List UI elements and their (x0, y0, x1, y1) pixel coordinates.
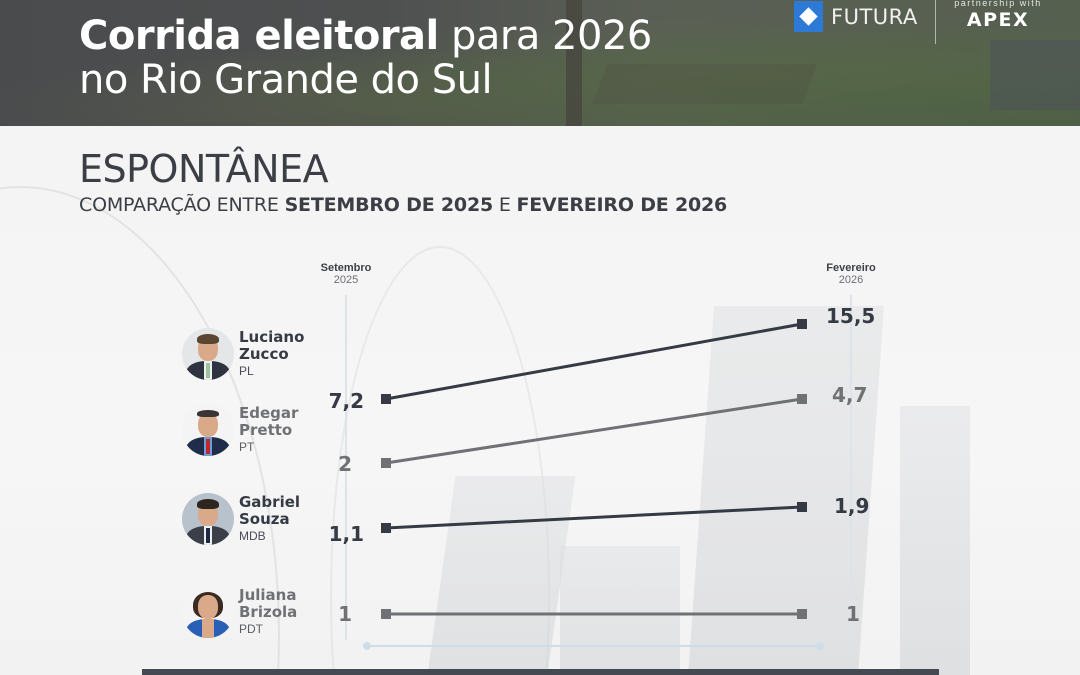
section-title: ESPONTÂNEA (79, 147, 329, 191)
candidate-first-name: Juliana (239, 586, 297, 604)
candidate-brizola: Juliana Brizola PDT (182, 586, 297, 638)
apex-logo-text: APEX (966, 9, 1030, 31)
candidate-last-name: Pretto (239, 421, 293, 439)
avatar (182, 586, 234, 638)
candidate-party: PT (239, 440, 255, 454)
candidate-souza: Gabriel Souza MDB (182, 493, 300, 545)
avatar (182, 493, 234, 545)
column-header-left: Setembro 2025 (306, 262, 386, 286)
column-header-right: Fevereiro 2026 (811, 262, 891, 286)
title-rest: para 2026 (450, 13, 652, 59)
subtitle-prefix: COMPARAÇÃO ENTRE (79, 194, 279, 216)
futura-logo-text: FUTURA (831, 4, 918, 29)
axis-right (850, 295, 852, 655)
diamond-logo-icon (794, 1, 823, 32)
candidate-last-name: Souza (239, 510, 290, 528)
background-building (560, 546, 680, 675)
value-zucco-sep: 7,2 (328, 389, 364, 413)
candidate-last-name: Brizola (239, 603, 298, 621)
logo-divider (935, 0, 936, 44)
avatar (182, 328, 234, 380)
candidate-first-name: Gabriel (239, 493, 301, 511)
content-background (0, 126, 1080, 675)
value-souza-feb: 1,9 (834, 494, 870, 518)
subtitle-date-1: SETEMBRO DE 2025 (284, 194, 494, 216)
value-brizola-sep: 1 (338, 602, 352, 626)
futura-logo: FUTURA (794, 1, 918, 32)
title-line-2: no Rio Grande do Sul (79, 57, 493, 103)
candidate-first-name: Luciano (239, 328, 305, 346)
value-zucco-feb: 15,5 (826, 304, 876, 328)
background-building (900, 406, 970, 675)
candidate-party: MDB (239, 529, 266, 543)
background-building (990, 40, 1080, 110)
candidate-pretto: Edegar Pretto PT (182, 404, 298, 456)
subtitle-date-2: FEVEREIRO DE 2026 (516, 194, 728, 216)
partner-caption: partnership with (954, 0, 1042, 8)
column-year: 2025 (333, 274, 359, 286)
column-month: Setembro (320, 262, 372, 274)
value-pretto-sep: 2 (338, 452, 352, 476)
background-tower (566, 0, 582, 126)
series-souza (381, 502, 807, 533)
page-title: Corrida eleitoral para 2026 no Rio Grand… (79, 14, 652, 102)
avatar (182, 404, 234, 456)
column-month: Fevereiro (826, 262, 876, 274)
candidate-party: PDT (239, 622, 263, 636)
subtitle-join: E (498, 194, 511, 216)
value-souza-sep: 1,1 (328, 522, 364, 546)
series-brizola (381, 609, 807, 619)
series-zucco (381, 319, 807, 404)
apex-logo: partnership with APEX (948, 0, 1048, 31)
axis-left (345, 295, 347, 640)
candidate-zucco: Luciano Zucco PL (182, 328, 304, 380)
baseline-scale (363, 642, 824, 650)
candidate-party: PL (239, 364, 254, 378)
column-year: 2026 (838, 274, 864, 286)
value-brizola-feb: 1 (846, 602, 860, 626)
title-bold: Corrida eleitoral (79, 13, 439, 59)
series-pretto (381, 394, 807, 468)
candidate-first-name: Edegar (239, 404, 299, 422)
header-banner: Corrida eleitoral para 2026 no Rio Grand… (0, 0, 1080, 126)
footer-bar (142, 669, 939, 675)
section-subtitle: COMPARAÇÃO ENTRE SETEMBRO DE 2025 E FEVE… (79, 194, 727, 216)
candidate-last-name: Zucco (239, 345, 289, 363)
value-pretto-feb: 4,7 (832, 383, 868, 407)
